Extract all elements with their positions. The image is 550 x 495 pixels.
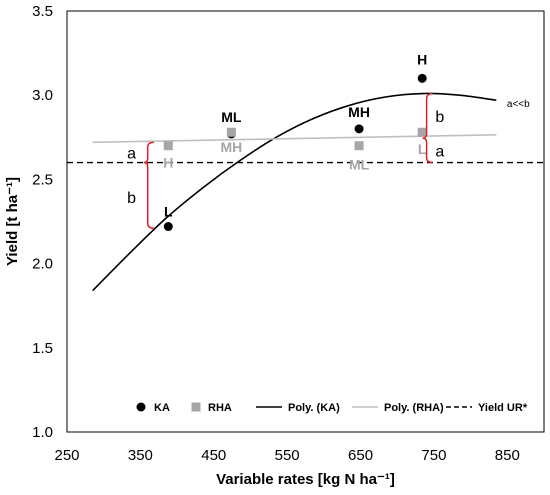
x-tick-label: 750 [421, 447, 446, 464]
annotation-text: b [127, 190, 136, 207]
annotation-text: a [435, 144, 444, 161]
x-tick-label: 850 [495, 447, 520, 464]
data-point-label: H [163, 155, 173, 171]
y-tick-label: 2.0 [32, 256, 53, 273]
data-point-label: H [417, 51, 427, 67]
annotation-text: b [435, 109, 444, 126]
data-point [163, 141, 173, 151]
annotation-text: a<<b [507, 99, 530, 110]
data-point-label: L [418, 141, 427, 157]
data-point-label: L [164, 204, 173, 220]
legend-marker [136, 402, 146, 412]
trend-line [92, 133, 497, 144]
x-axis-label: Variable rates [kg N ha⁻¹] [216, 471, 395, 488]
annotation-text: a [127, 145, 136, 162]
data-point [163, 222, 173, 232]
data-point-label: MH [220, 139, 242, 155]
x-tick-label: 450 [201, 447, 226, 464]
trend-line [92, 92, 497, 292]
legend-marker [191, 402, 201, 412]
legend-label: RHA [208, 402, 232, 414]
x-tick-label: 250 [54, 447, 79, 464]
data-point [354, 124, 364, 134]
data-point-label: ML [349, 157, 370, 173]
x-tick-label: 650 [348, 447, 373, 464]
y-tick-label: 3.0 [32, 87, 53, 104]
y-tick-label: 3.5 [32, 3, 53, 20]
legend-label: Poly. (RHA) [384, 402, 444, 414]
legend-label: Poly. (KA) [288, 402, 340, 414]
data-point [417, 73, 427, 83]
legend: KA RHA Poly. (KA) Poly. (RHA) Yield UR* [136, 402, 528, 414]
data-point [354, 141, 364, 151]
plot-area [66, 10, 545, 433]
y-tick-label: 1.5 [32, 340, 53, 357]
data-point [226, 127, 236, 137]
data-point [417, 127, 427, 137]
data-point-label: ML [221, 109, 242, 125]
y-axis-label: Yield [t ha⁻¹] [4, 177, 21, 266]
y-tick-label: 2.5 [32, 171, 53, 188]
ticks: 250 350 450 550 650 750 850 1.0 1.5 2.0 2.5 3.0 3.5 [32, 3, 520, 464]
significance-bracket [422, 92, 433, 164]
y-tick-label: 1.0 [32, 424, 53, 441]
data-point-label: MH [348, 104, 370, 120]
x-tick-label: 550 [275, 447, 300, 464]
legend-label: KA [154, 402, 170, 414]
x-tick-label: 350 [128, 447, 153, 464]
significance-bracket [143, 141, 154, 229]
series-layer: L ML MH H H MH ML L [67, 51, 544, 292]
legend-label: Yield UR* [478, 402, 528, 414]
annotation-layer: a b b a a<<b [127, 92, 530, 229]
